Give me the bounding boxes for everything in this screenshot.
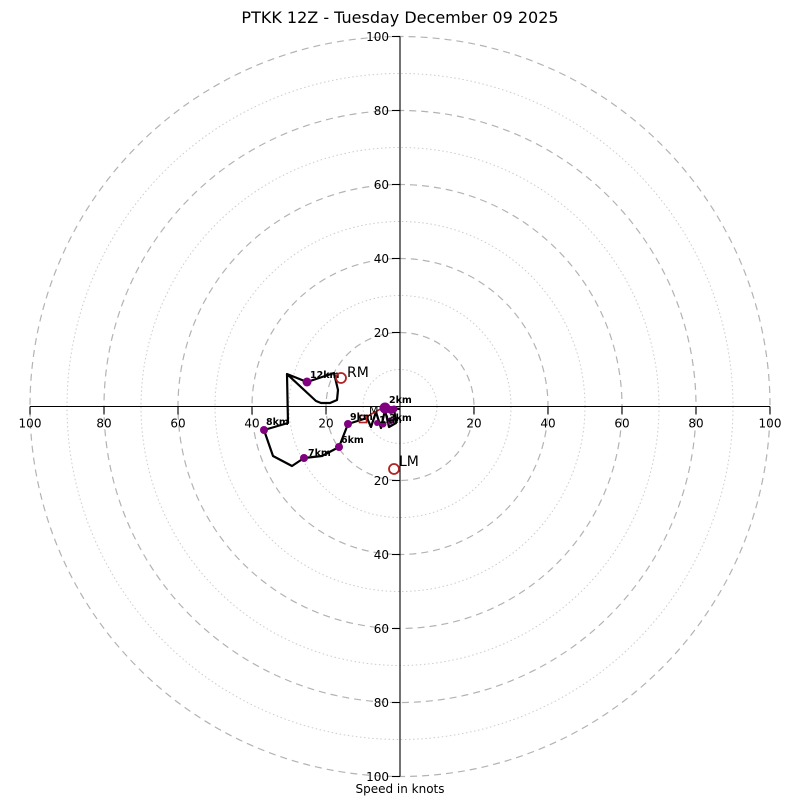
altitude-label-2km: 2km (389, 395, 412, 406)
altitude-dot (335, 443, 343, 451)
mean-wind-label: M (369, 404, 379, 417)
mean-wind-square-marker (358, 414, 368, 424)
y-axis-tick-label: 20 (374, 474, 389, 488)
x-axis-tick-label: 60 (170, 417, 185, 431)
altitude-dot (379, 420, 387, 428)
y-axis-tick-label: 20 (374, 326, 389, 340)
altitude-label-1km: 1km (379, 415, 402, 426)
lm-marker-label: LM (399, 454, 419, 470)
y-axis-tick-label: 80 (374, 696, 389, 710)
altitude-label-6km: 6km (341, 435, 364, 446)
altitude-dot (386, 417, 394, 425)
polar-axes: 20 20 20 20 40 40 40 40 60 60 60 60 80 80 80 80 100 100 10… (19, 30, 782, 784)
rm-marker-label: RM (347, 365, 369, 381)
y-axis-tick-label: 40 (374, 252, 389, 266)
altitude-label-9km: 9km (350, 412, 373, 423)
y-axis-tick-label: 100 (366, 770, 389, 784)
altitude-label-12km: 12km (310, 370, 340, 381)
altitude-dot (344, 420, 352, 428)
y-axis-tick-label: 60 (374, 178, 389, 192)
y-axis-tick-label: 100 (366, 30, 389, 44)
x-axis-tick-label: 80 (96, 417, 111, 431)
altitude-dot (300, 454, 308, 462)
storm-motion-markers: RM LM (335, 365, 419, 475)
rm-marker-circle (335, 372, 347, 384)
x-axis-tick-label: 20 (466, 417, 481, 431)
chart-title: PTKK 12Z - Tuesday December 09 2025 (241, 8, 558, 27)
altitude-dot (260, 426, 268, 434)
altitude-dot (302, 377, 312, 387)
altitude-dot (374, 420, 380, 426)
x-axis-tick-label: 60 (614, 417, 629, 431)
altitude-markers (260, 377, 398, 462)
lm-marker-circle (388, 463, 400, 475)
altitude-label-3km: 3km (389, 413, 412, 424)
x-axis-tick-label: 40 (244, 417, 259, 431)
x-axis-tick-label: 20 (318, 417, 333, 431)
altitude-label-8km: 8km (266, 417, 289, 428)
altitude-dot (390, 405, 398, 413)
x-axis-label: Speed in knots (355, 782, 444, 796)
altitude-label-7km: 7km (308, 448, 331, 459)
x-axis-tick-label: 80 (688, 417, 703, 431)
y-axis-tick-label: 40 (374, 548, 389, 562)
y-axis-tick-label: 80 (374, 104, 389, 118)
x-axis-tick-label: 100 (759, 417, 782, 431)
y-axis-tick-label: 60 (374, 622, 389, 636)
x-axis-tick-label: 100 (19, 417, 42, 431)
x-axis-tick-label: 40 (540, 417, 555, 431)
